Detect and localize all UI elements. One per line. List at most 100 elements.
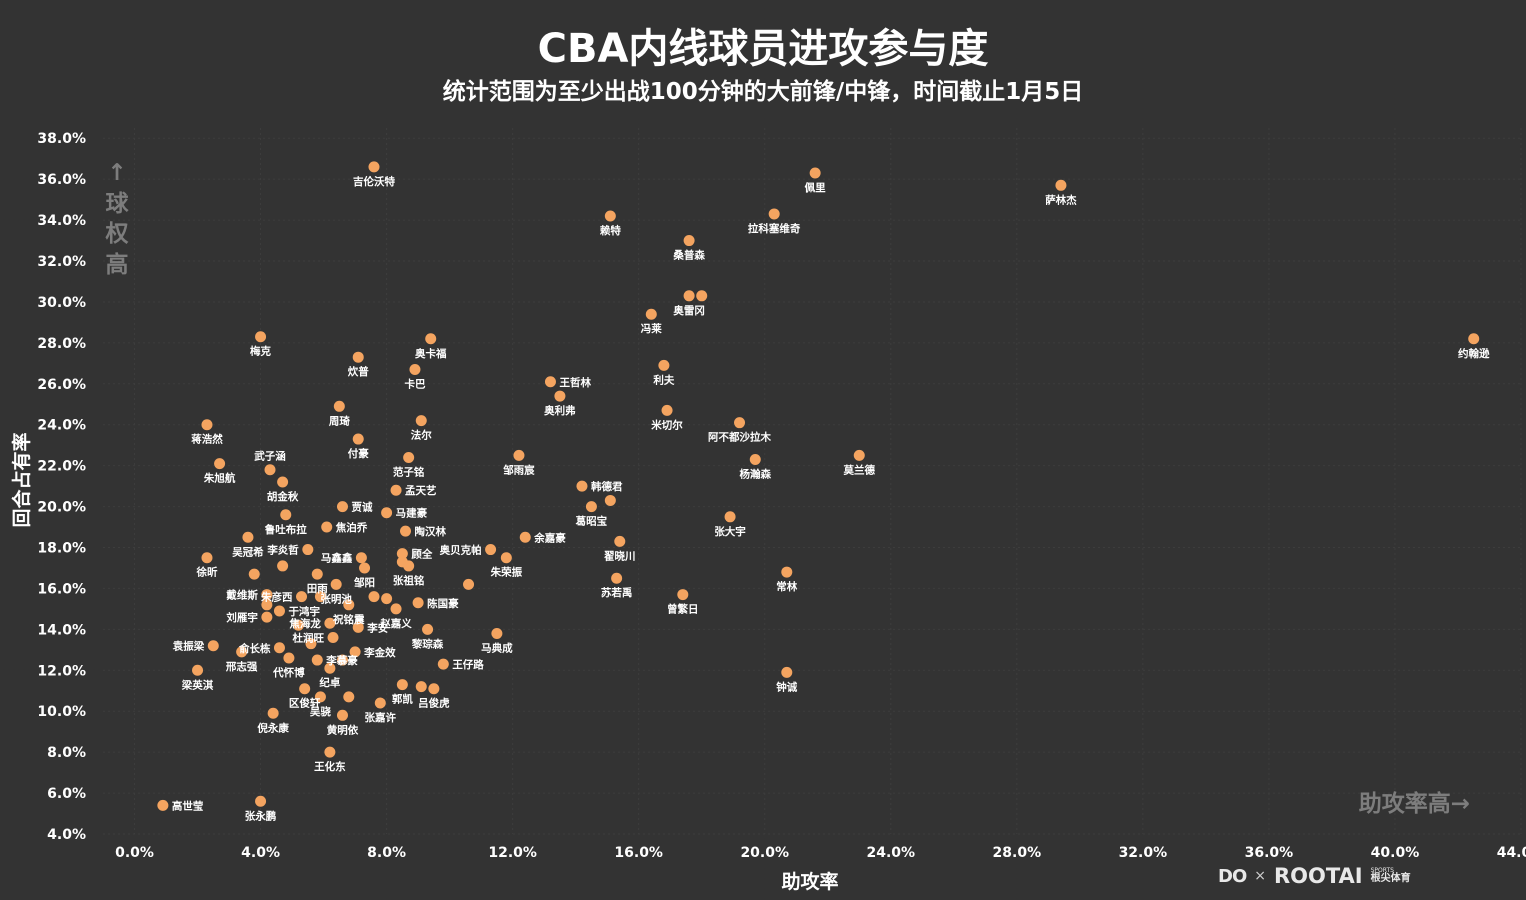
point-label: 马建豪: [396, 507, 428, 520]
data-point: [683, 290, 695, 302]
logo-mark: DO: [1218, 865, 1247, 887]
point-label: 王化东: [314, 760, 346, 773]
point-label: 苏若禹: [601, 586, 633, 599]
data-point: [809, 167, 821, 179]
point-label: 萨林杰: [1045, 193, 1077, 206]
data-point: [311, 568, 323, 580]
point-label: 范子铭: [393, 465, 425, 478]
point-label: 余嘉豪: [533, 531, 566, 544]
data-point: [485, 544, 497, 556]
data-point: [390, 603, 402, 615]
point-label: 徐昕: [195, 566, 217, 579]
data-point: [374, 697, 386, 709]
point-label: 田雨: [307, 583, 328, 595]
data-point: [519, 531, 531, 543]
y-tick-label: 8.0%: [47, 745, 86, 761]
point-label: 赵嘉义: [379, 617, 412, 630]
data-point: [349, 646, 361, 658]
point-label: 卡巴: [404, 377, 425, 390]
data-point: [661, 404, 673, 416]
data-point: [768, 208, 780, 220]
x-axis-label: 助攻率: [781, 870, 838, 893]
point-label: 吴骁: [310, 705, 331, 718]
point-label: 曾繁日: [667, 603, 699, 616]
point-label: 李安: [366, 621, 388, 634]
data-point: [415, 415, 427, 427]
data-point: [409, 363, 421, 375]
point-label: 赖特: [600, 224, 621, 237]
point-label: 贾诚: [351, 501, 372, 514]
data-point: [576, 480, 588, 492]
data-point: [544, 376, 556, 388]
y-tick-label: 6.0%: [47, 786, 86, 802]
x-tick-label: 28.0%: [993, 845, 1042, 861]
data-point: [314, 591, 326, 603]
x-tick-label: 20.0%: [740, 845, 789, 861]
point-label: 奥雷冈: [673, 304, 705, 317]
point-label: 区俊轩: [289, 697, 321, 710]
point-label: 胡金秋: [267, 490, 299, 503]
point-label: 陶汉林: [415, 525, 447, 538]
y-tick-label: 38.0%: [37, 131, 86, 147]
point-label: 顾全: [411, 548, 432, 561]
point-label: 焦泊乔: [335, 521, 368, 534]
point-label: 袁振梁: [172, 640, 205, 653]
data-point: [368, 591, 380, 603]
point-label: 邹雨宸: [502, 463, 535, 476]
point-label: 利夫: [653, 373, 674, 386]
y-tick-label: 4.0%: [47, 827, 86, 843]
point-label: 孟天艺: [405, 484, 437, 497]
point-label: 梁英淇: [181, 678, 214, 691]
data-point: [324, 617, 336, 629]
x-tick-label: 44.0%: [1497, 845, 1526, 861]
x-tick-label: 8.0%: [367, 845, 406, 861]
data-point: [321, 521, 333, 533]
point-label: 法尔: [411, 429, 432, 442]
data-point: [296, 591, 308, 603]
data-point: [236, 646, 248, 658]
data-point: [381, 593, 393, 605]
point-label: 约翰逊: [1458, 347, 1490, 360]
point-label: 莫兰德: [843, 463, 876, 476]
point-label: 李金效: [363, 646, 396, 659]
point-label: 黄明依: [327, 723, 359, 736]
point-label: 拉科塞维奇: [748, 222, 801, 235]
y-tick-label: 20.0%: [37, 500, 86, 516]
x-high-annotation: 助攻率高→: [1359, 790, 1470, 817]
point-label: 桑普森: [672, 249, 705, 262]
point-label: 祝铭震: [333, 613, 365, 626]
x-tick-label: 24.0%: [866, 845, 915, 861]
data-point: [403, 560, 415, 572]
x-tick-label: 32.0%: [1119, 845, 1168, 861]
chart-subtitle: 统计范围为至少出战100分钟的大前锋/中锋，时间截止1月5日: [442, 79, 1084, 105]
data-point: [157, 799, 169, 811]
data-point: [314, 691, 326, 703]
data-point: [677, 589, 689, 601]
data-point: [1468, 333, 1480, 345]
point-label: 杨瀚森: [740, 468, 772, 481]
logo-brand: ROOTAI: [1273, 864, 1363, 888]
data-point: [273, 642, 285, 654]
y-high-char-1: 球: [106, 191, 130, 217]
y-tick-label: 28.0%: [37, 336, 86, 352]
data-point: [500, 552, 512, 564]
data-point: [614, 535, 626, 547]
data-point: [749, 454, 761, 466]
point-label: 炊普: [348, 365, 369, 378]
data-point: [422, 623, 434, 635]
point-label: 倪永康: [257, 721, 289, 734]
data-point: [264, 464, 276, 476]
logo-sub-en: SPORTS: [1370, 867, 1394, 874]
data-point: [336, 501, 348, 513]
point-label: 米切尔: [650, 418, 683, 431]
x-tick-label: 4.0%: [241, 845, 280, 861]
point-label: 吉伦沃特: [353, 175, 395, 188]
data-point: [343, 691, 355, 703]
y-tick-label: 24.0%: [37, 418, 86, 434]
point-label: 黎琮森: [411, 637, 444, 650]
data-point: [201, 419, 213, 431]
point-label: 奥利弗: [544, 404, 576, 417]
data-point: [352, 621, 364, 633]
point-label: 韩德君: [591, 480, 623, 493]
